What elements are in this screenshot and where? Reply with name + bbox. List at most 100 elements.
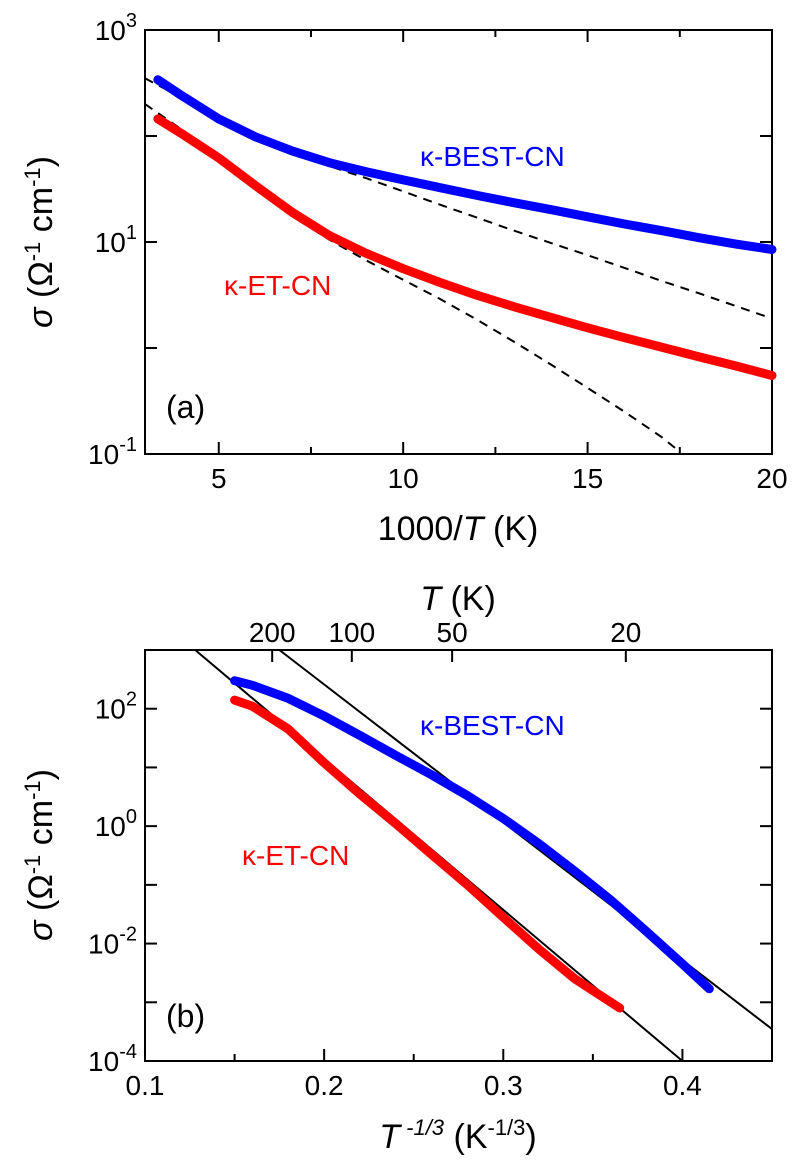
b-top-tick-label-2: 50 [437, 617, 468, 648]
b-series-0-point [233, 679, 237, 683]
a-series-0-point [254, 135, 258, 139]
panel-a-label: (a) [166, 389, 205, 425]
panel-b-top-label-italic: T [420, 580, 443, 618]
a-ytick-base-2: 10 [95, 15, 126, 46]
a-ytick-label-0: 10-1 [88, 434, 137, 470]
panel-b-ylabel: σ (Ω-1 cm-1) [20, 769, 60, 941]
panel-b-frame [144, 649, 773, 1062]
a-ytick-label-2: 103 [95, 10, 137, 46]
panel-a-ylabel-close: ) [22, 156, 60, 167]
b-series-0-point [251, 683, 254, 687]
b-series-1-point [358, 792, 362, 796]
a-series-0-point [623, 222, 626, 226]
panel-a-ylabel-exp2: -1 [20, 167, 45, 187]
panel-a-fits [144, 77, 773, 453]
b-ytick-label-2: 100 [95, 806, 137, 842]
b-series-1-point [322, 761, 326, 765]
series-label-et-b: κ-ET-CN [242, 840, 349, 871]
b-series-1-point [394, 822, 398, 826]
b-xtick-label-3: 0.4 [663, 1070, 702, 1101]
a-series-0-point [291, 149, 294, 153]
b-ytick-exp-1: -2 [119, 924, 137, 946]
b-ytick-label-1: 10-2 [88, 924, 137, 960]
a-series-1-point [438, 281, 442, 284]
panel-b-ylabel-exp: -1 [20, 855, 45, 875]
a-ytick-exp-1: 1 [126, 222, 137, 244]
a-series-0-point [401, 178, 405, 182]
b-series-0-point [394, 753, 398, 757]
a-series-0 [153, 75, 777, 254]
b-series-1-point [466, 883, 469, 887]
b-series-0-point [286, 696, 290, 700]
panel-b-ylabel-rest: (Ω [22, 874, 60, 920]
a-series-1-point [623, 336, 626, 340]
b-series-1 [230, 695, 625, 1013]
panel-b-series [230, 676, 714, 1013]
b-ytick-exp-0: -4 [119, 1041, 137, 1063]
a-series-1-point [156, 117, 160, 121]
b-ytick-exp-2: 0 [126, 806, 137, 828]
b-ytick-base-2: 10 [95, 811, 126, 842]
b-series-1-point [501, 915, 505, 919]
b-ytick-label-3: 102 [95, 689, 137, 725]
a-ytick-base-1: 10 [95, 227, 126, 258]
a-ytick-exp-2: 3 [126, 10, 137, 32]
panel-b-xlabel-exp2: -1/3 [488, 1115, 526, 1140]
b-series-0-point [707, 987, 711, 991]
b-series-0-point [501, 817, 505, 820]
panel-a-ylabel-sigma: σ [22, 306, 60, 328]
a-series-0-point [659, 229, 663, 233]
b-series-1-point [251, 704, 254, 708]
panel-b-ylabel-sigma: σ [22, 919, 60, 941]
panel-b-xlabel-exp: -1/3 [400, 1115, 445, 1140]
a-series-0-point [217, 117, 221, 121]
b-series-1-point [537, 947, 541, 951]
b-top-tick-label-1: 100 [328, 617, 375, 648]
panel-a-xlabel-post: (K) [484, 510, 539, 548]
a-series-0-point [586, 215, 590, 219]
b-ytick-exp-3: 2 [126, 689, 137, 711]
b-series-0-point [680, 962, 684, 966]
panel-a-frame [144, 29, 773, 455]
b-series-0-point [322, 714, 326, 718]
b-xtick-label-0: 0.1 [126, 1070, 165, 1101]
a-series-1-point [770, 374, 774, 377]
b-series-1-point [573, 977, 577, 981]
a-series-1-point [475, 293, 479, 297]
b-series-1-point [618, 1006, 622, 1010]
panel-a-xlabel-italic: T [463, 510, 486, 548]
panel-b-top-label-rest: (K) [441, 580, 496, 618]
a-series-1-point [733, 364, 737, 368]
panel-b-xlabel-italic: T [379, 1118, 402, 1156]
a-series-0-point [549, 208, 553, 212]
series-label-best-a: κ-BEST-CN [420, 141, 565, 172]
a-xtick-label-0: 5 [211, 463, 227, 494]
panel-b-label: (b) [166, 998, 205, 1034]
b-series-0-point [466, 794, 469, 798]
b-ytick-label-0: 10-4 [88, 1041, 137, 1077]
series-label-best-b: κ-BEST-CN [420, 710, 565, 741]
b-top-tick-label-3: 20 [610, 617, 641, 648]
b-ytick-base-3: 10 [95, 694, 126, 725]
panel-b-ylabel-close: ) [22, 769, 60, 780]
b-xtick-label-1: 0.2 [305, 1070, 344, 1101]
b-top-tick-label-0: 200 [249, 617, 296, 648]
a-series-0-point [156, 78, 160, 82]
b-series-0-point [609, 898, 613, 902]
a-series-1-point [512, 305, 516, 309]
a-series-1-point [327, 234, 331, 238]
a-series-0-point [696, 236, 700, 240]
panel-b-xlabel-rest: (K [444, 1118, 488, 1156]
a-series-1-point [401, 267, 405, 271]
a-series-1-point [217, 156, 221, 160]
a-series-0-point [327, 161, 331, 165]
a-series-0-point [364, 170, 368, 174]
b-series-0-point [573, 869, 577, 873]
a-series-1-point [659, 345, 663, 349]
a-ytick-label-1: 101 [95, 222, 137, 258]
panel-a-ylabel-rest: (Ω [22, 261, 60, 307]
